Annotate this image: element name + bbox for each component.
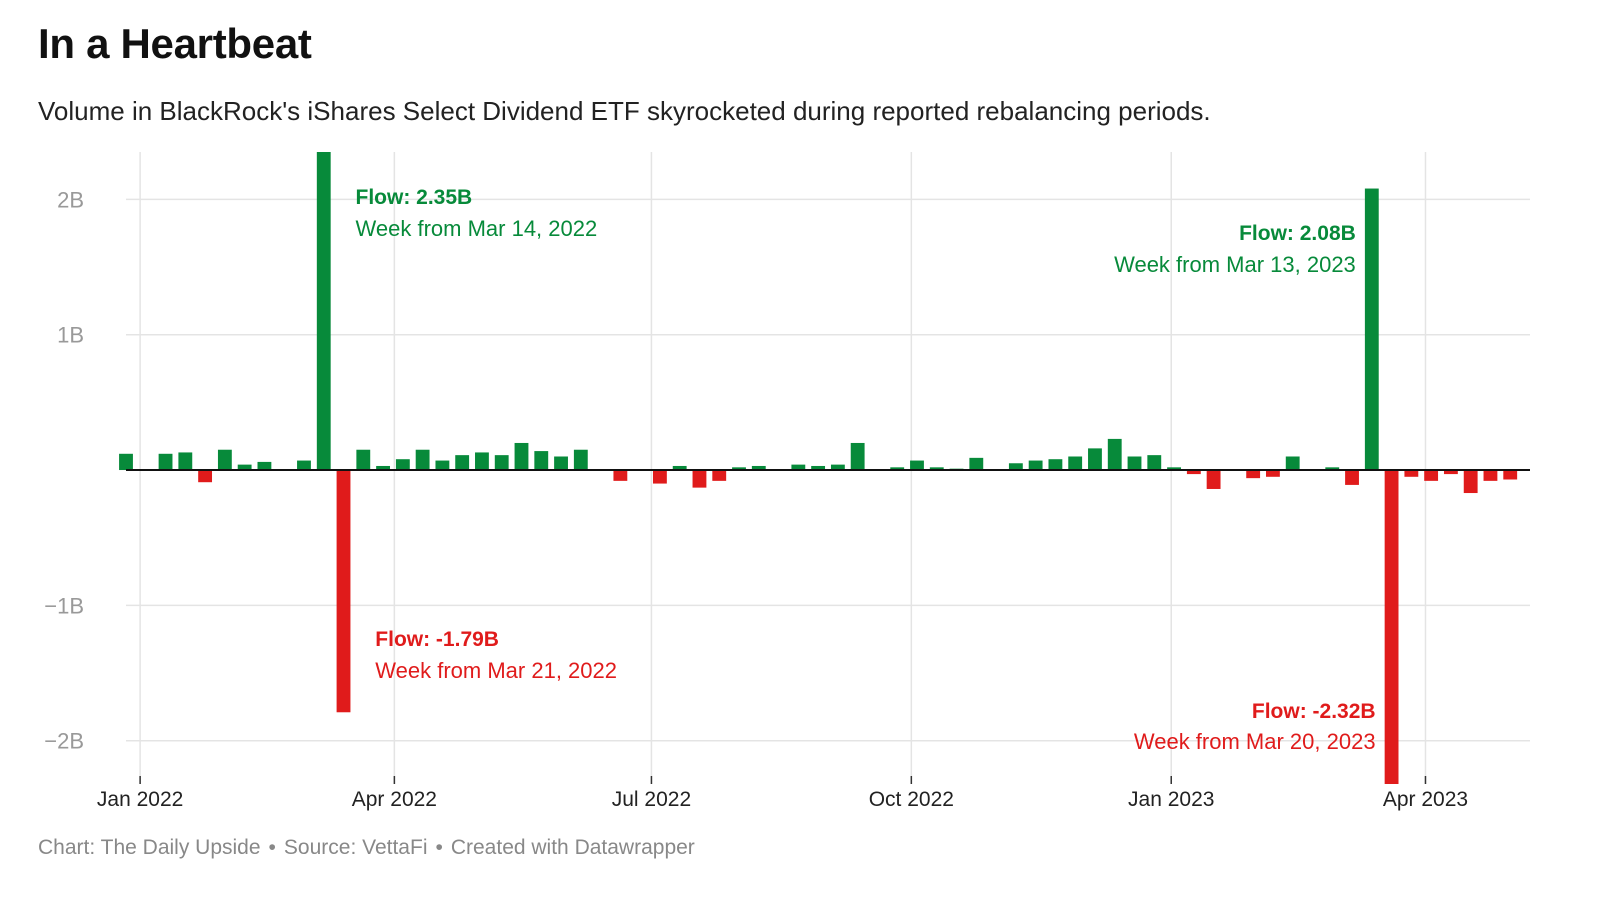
annotations: Flow: 2.35B Week from Mar 14, 2022 Flow: -… xyxy=(356,186,1376,754)
x-tick-label: Apr 2022 xyxy=(352,788,437,811)
bar-2023-01-16 xyxy=(1206,470,1221,489)
annotation-label: Flow: 2.08B xyxy=(1239,222,1356,245)
bar-2023-02-06 xyxy=(1266,470,1280,477)
source-credit: Source: VettaFi xyxy=(283,836,428,859)
bar-2022-09-26 xyxy=(890,467,905,471)
vertical-gridlines xyxy=(139,152,1427,784)
bar-2022-03-28 xyxy=(376,465,390,471)
bar-2022-10-10 xyxy=(929,467,944,471)
bar-2022-08-01 xyxy=(732,467,746,471)
bar-2022-06-06 xyxy=(573,449,588,471)
bar-2022-02-14 xyxy=(257,461,272,471)
annotation-label: Flow: 2.35B xyxy=(356,186,473,209)
bar-2022-05-09 xyxy=(494,455,509,471)
y-tick-label: 1B xyxy=(57,323,84,348)
bar-2022-06-20 xyxy=(613,470,628,481)
y-axis-labels: 2B 1B −1B −2B xyxy=(44,187,84,753)
bar-2022-01-17 xyxy=(178,452,193,471)
bar-2022-07-25 xyxy=(712,470,727,481)
annotation-sublabel: Week from Mar 20, 2023 xyxy=(1134,729,1376,754)
bar-2022-01-10 xyxy=(158,453,173,471)
bar-2022-09-05 xyxy=(830,464,845,471)
bar-2022-12-26 xyxy=(1147,455,1162,471)
x-tick-label: Oct 2022 xyxy=(869,788,954,811)
bar-2023-01-09 xyxy=(1186,470,1201,475)
x-tick-label: Apr 2023 xyxy=(1383,788,1468,811)
bar-2022-02-28 xyxy=(297,460,311,471)
weekly-flow-bar-chart: 2B 1B −1B −2B Jan 2022 Apr 2022 Jul 2022 Oct 2… xyxy=(44,152,1530,811)
bar-2022-05-30 xyxy=(554,456,568,471)
y-tick-label: −1B xyxy=(44,593,84,618)
bar-2022-11-21 xyxy=(1048,459,1063,471)
bar-2022-11-07 xyxy=(1008,463,1023,471)
bar-2022-07-18 xyxy=(692,470,707,488)
bar-2022-09-12 xyxy=(850,442,865,471)
separator-2: • xyxy=(435,836,443,859)
bar-2022-08-29 xyxy=(811,465,826,471)
bar-2022-11-28 xyxy=(1068,456,1083,471)
bar-2022-03-14 xyxy=(336,470,351,713)
bar-2022-03-07 xyxy=(316,152,331,471)
bar-2023-05-01 xyxy=(1503,470,1518,480)
x-tick-label: Jul 2022 xyxy=(612,788,691,811)
bar-2023-04-24 xyxy=(1483,470,1498,481)
bar-2022-05-16 xyxy=(514,442,529,471)
bar-2022-04-04 xyxy=(395,459,410,471)
bar-2022-02-07 xyxy=(237,464,252,471)
bar-2022-10-03 xyxy=(910,460,924,471)
bar-2022-03-21 xyxy=(356,449,371,471)
annotation-sublabel: Week from Mar 13, 2023 xyxy=(1114,252,1356,277)
bars xyxy=(119,152,1518,784)
chart-subtitle: Volume in BlackRock's iShares Select Div… xyxy=(38,96,1211,126)
x-tick-label: Jan 2023 xyxy=(1128,788,1214,811)
bar-2022-04-11 xyxy=(415,449,430,471)
bar-2023-02-27 xyxy=(1325,467,1340,471)
horizontal-gridlines xyxy=(126,198,1530,742)
bar-2023-04-03 xyxy=(1424,470,1439,481)
annotation-label: Flow: -2.32B xyxy=(1252,700,1376,723)
bar-2022-08-22 xyxy=(791,464,806,471)
bar-2022-05-23 xyxy=(534,451,549,471)
bar-2023-01-30 xyxy=(1246,470,1261,479)
bar-2023-03-27 xyxy=(1404,470,1419,477)
bar-2022-12-05 xyxy=(1088,448,1102,471)
bar-2022-08-08 xyxy=(751,465,766,471)
bar-2023-03-06 xyxy=(1345,470,1359,485)
chart-title: In a Heartbeat xyxy=(38,20,312,67)
bar-2022-05-02 xyxy=(475,452,489,471)
bar-2022-12-12 xyxy=(1107,438,1122,471)
bar-2023-02-13 xyxy=(1285,456,1300,471)
bar-2022-01-31 xyxy=(217,449,232,471)
footer: Chart: The Daily Upside • Source: VettaFi •… xyxy=(38,836,695,860)
bar-2021-12-27 xyxy=(119,453,133,471)
annotation-label: Flow: -1.79B xyxy=(375,628,499,651)
annotation-sublabel: Week from Mar 21, 2022 xyxy=(375,658,617,683)
bar-2023-04-10 xyxy=(1443,470,1458,475)
bar-2022-10-24 xyxy=(969,457,984,471)
bar-2023-03-13 xyxy=(1364,188,1379,471)
bar-2023-03-20 xyxy=(1384,470,1399,784)
bar-2022-07-11 xyxy=(672,465,687,471)
x-axis-labels: Jan 2022 Apr 2022 Jul 2022 Oct 2022 Jan 2023… xyxy=(97,788,1468,811)
annotation-sublabel: Week from Mar 14, 2022 xyxy=(356,216,598,241)
bar-2022-04-18 xyxy=(435,460,450,471)
chart-credit: Chart: The Daily Upside xyxy=(38,836,261,859)
x-tick-label: Jan 2022 xyxy=(97,788,183,811)
bar-2022-01-24 xyxy=(198,470,213,483)
bar-2022-04-25 xyxy=(455,455,470,471)
bar-2022-11-14 xyxy=(1028,460,1043,471)
bar-2022-12-19 xyxy=(1127,456,1142,471)
bar-2023-01-02 xyxy=(1167,467,1181,471)
bar-2022-07-04 xyxy=(652,470,667,484)
y-tick-label: −2B xyxy=(44,729,84,754)
separator-1: • xyxy=(268,836,276,859)
tool-credit: Created with Datawrapper xyxy=(450,836,695,859)
bar-2023-04-17 xyxy=(1463,470,1478,494)
y-tick-label: 2B xyxy=(57,187,84,212)
